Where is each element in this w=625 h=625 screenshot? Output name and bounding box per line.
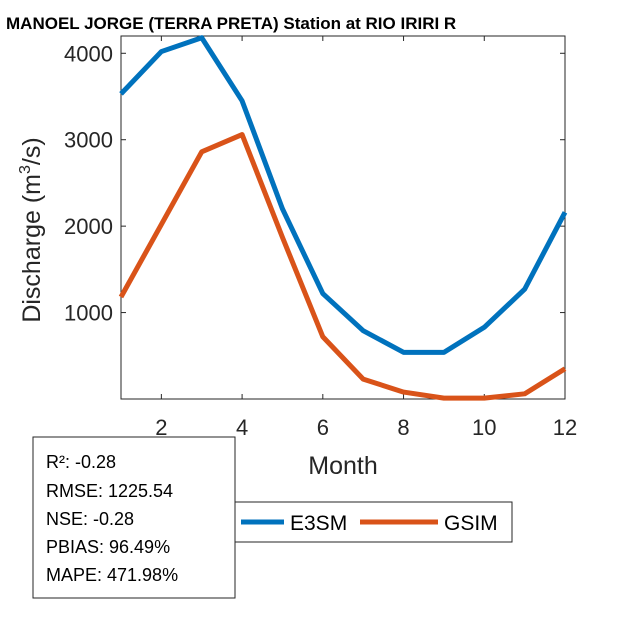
legend-e3sm-label: E3SM [290, 512, 347, 535]
plot-area [120, 35, 566, 400]
x-tick-label: 8 [397, 415, 409, 440]
y-axis: 1000 2000 3000 4000 [64, 41, 565, 326]
y-axis-label-tail: /s) [18, 137, 46, 165]
stat-r2: R²: -0.28 [46, 452, 116, 472]
x-tick-label: 10 [472, 415, 496, 440]
e3sm-line [119, 35, 568, 355]
y-tick-label: 4000 [64, 41, 113, 66]
y-tick-label: 1000 [64, 301, 113, 326]
stat-mape: MAPE: 471.98% [46, 565, 178, 585]
x-tick-label: 12 [553, 415, 577, 440]
legend-gsim-label: GSIM [444, 512, 498, 535]
stat-nse: NSE: -0.28 [46, 509, 134, 529]
x-tick-label: 4 [236, 415, 248, 440]
legend: E3SM GSIM [232, 501, 513, 543]
y-axis-label-sup: 3 [17, 165, 34, 174]
stats-box: R²: -0.28 RMSE: 1225.54 NSE: -0.28 PBIAS… [32, 436, 236, 599]
y-tick-label: 3000 [64, 128, 113, 153]
stat-pbias: PBIAS: 96.49% [46, 537, 170, 557]
y-axis-label-main: Discharge (m [18, 174, 46, 323]
chart-title: MANOEL JORGE (TERRA PRETA) Station at RI… [6, 14, 456, 33]
gsim-line [118, 132, 567, 401]
x-tick-label: 6 [317, 415, 329, 440]
x-axis: 2 4 6 8 10 12 [155, 36, 577, 440]
stats-box-frame [32, 436, 236, 599]
x-tick-label: 2 [155, 415, 167, 440]
x-axis-label: Month [308, 452, 377, 480]
y-axis-label: Discharge (m3/s) [17, 137, 46, 322]
stat-rmse: RMSE: 1225.54 [46, 481, 173, 501]
y-tick-label: 2000 [64, 214, 113, 239]
